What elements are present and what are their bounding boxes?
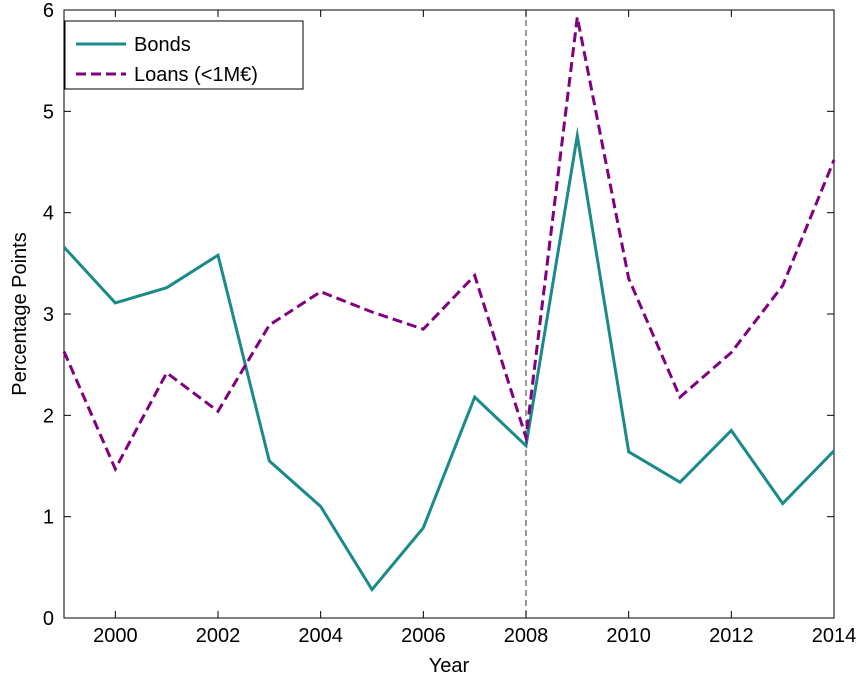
x-tick-label: 2014 bbox=[812, 625, 857, 647]
tick-layer: 2000 2002 2004 2006 2008 2010 2012 2014 0 1 2 3 4 5 6 bbox=[43, 0, 856, 647]
series-layer bbox=[62, 7, 836, 593]
x-tick-label: 2002 bbox=[196, 625, 241, 647]
plot-area bbox=[63, 9, 835, 619]
y-tick-label: 5 bbox=[43, 101, 54, 123]
legend-label-loans: Loans (<1M€) bbox=[134, 64, 258, 86]
x-tick-label: 2010 bbox=[606, 625, 651, 647]
y-tick-label: 1 bbox=[43, 507, 54, 529]
y-tick-label: 3 bbox=[43, 304, 54, 326]
x-tick-label: 2008 bbox=[504, 625, 549, 647]
y-tick-label: 6 bbox=[43, 0, 54, 22]
y-tick-label: 0 bbox=[43, 608, 54, 630]
x-tick-label: 2012 bbox=[709, 625, 754, 647]
y-axis-title: Percentage Points bbox=[9, 232, 31, 395]
legend-box bbox=[64, 20, 304, 90]
legend-label-bonds: Bonds bbox=[134, 34, 191, 56]
legend: Bonds Loans (<1M€) bbox=[64, 20, 304, 90]
y-tick-label: 2 bbox=[43, 405, 54, 427]
x-tick-label: 2000 bbox=[93, 625, 138, 647]
series-line-1 bbox=[62, 7, 836, 473]
y-tick-label: 4 bbox=[43, 203, 54, 225]
x-tick-label: 2006 bbox=[401, 625, 446, 647]
x-axis-title: Year bbox=[429, 655, 470, 677]
series-line-0 bbox=[62, 126, 836, 593]
x-tick-label: 2004 bbox=[298, 625, 343, 647]
